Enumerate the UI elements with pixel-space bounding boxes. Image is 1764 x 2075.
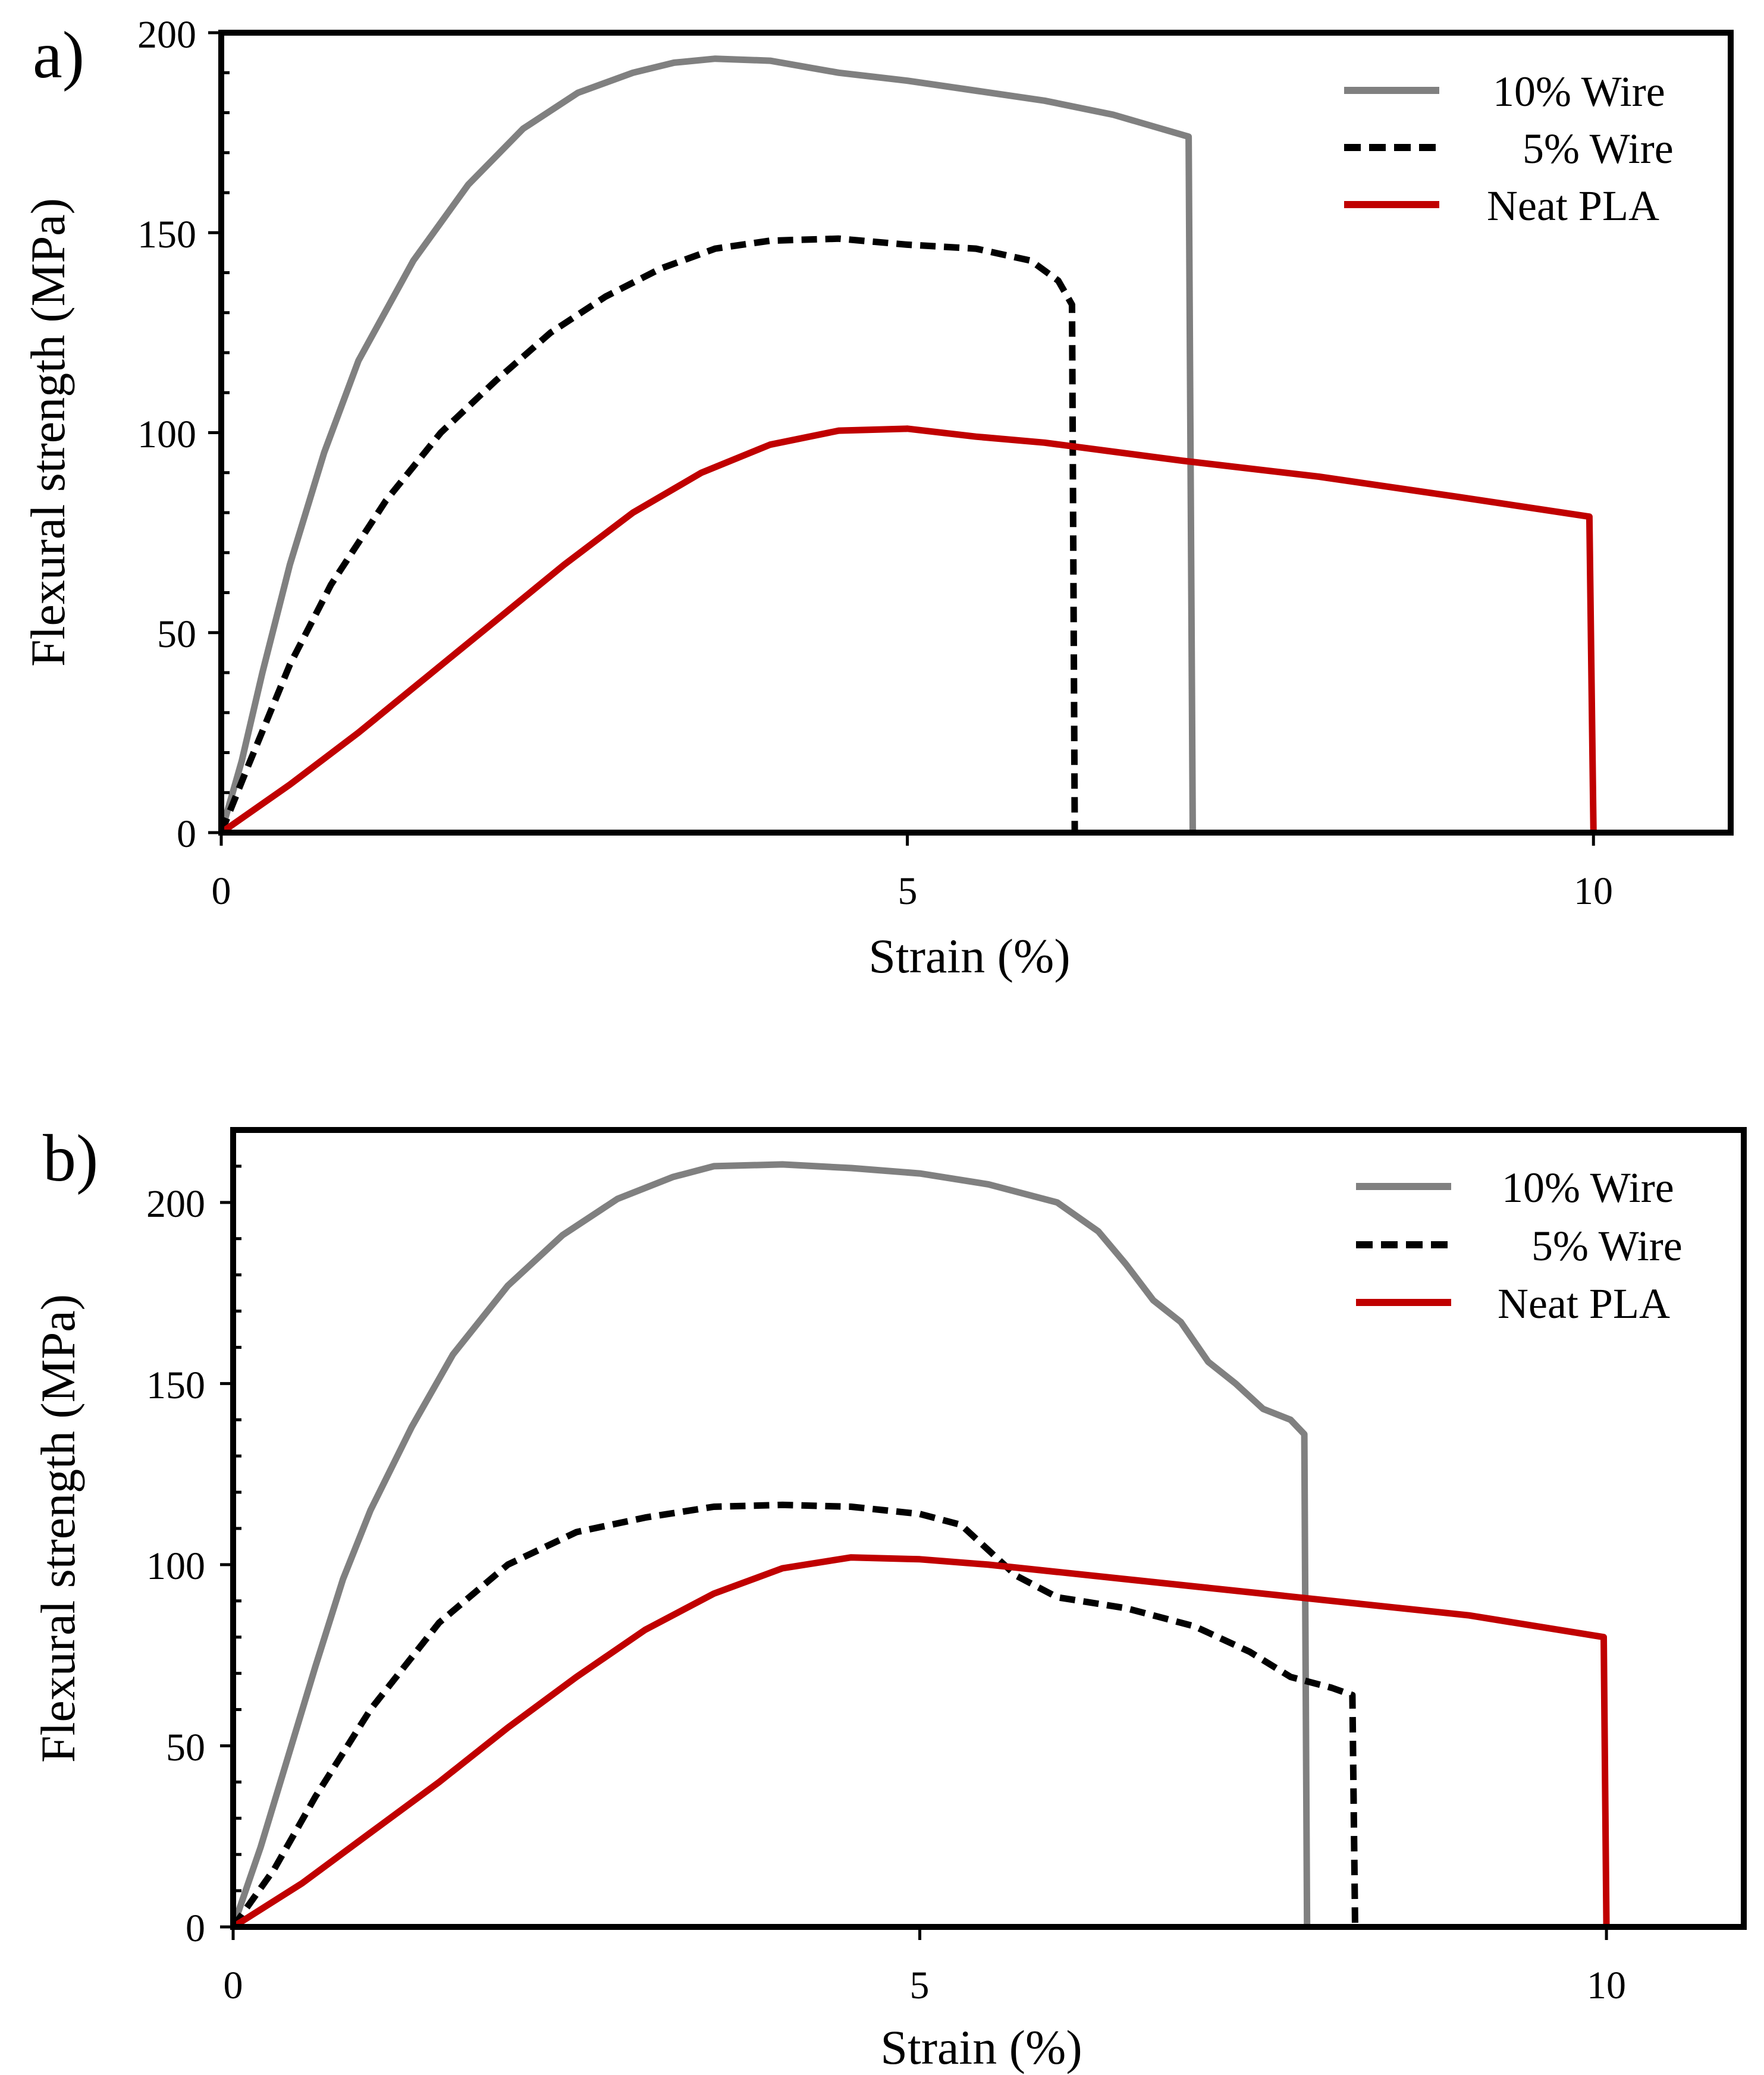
panel-b-series-neat-pla <box>231 1554 1610 1930</box>
panel-a-plot-frame <box>218 30 1734 836</box>
panel-b-x-axis-title: Strain (%) <box>880 2020 1082 2074</box>
panel-a-legend-label-neat-pla: Neat PLA <box>1487 182 1659 230</box>
panel-a-label: a) <box>33 18 84 92</box>
panel-b-series-10-wire <box>230 1161 1311 1928</box>
panel-a-y-tick-label-100: 100 <box>137 413 196 456</box>
panel-b-legend-label-neat-pla: Neat PLA <box>1498 1280 1670 1327</box>
panel-a-x-tick-label-10: 10 <box>1574 869 1613 913</box>
panel-a-y-tick-label-0: 0 <box>177 812 196 856</box>
panel-b-ticks <box>220 1128 1608 1940</box>
panel-b: b) 0 50 100 150 200 0 5 10 Strain (%) Fl… <box>31 1122 1747 2074</box>
panel-a-series-5-wire <box>218 235 1078 834</box>
panel-a: a) 0 50 100 150 200 0 5 10 Strain (%) Fl… <box>21 13 1734 983</box>
panel-b-plot <box>230 1161 1610 1930</box>
panel-a-x-tick-label-5: 5 <box>898 869 918 913</box>
panel-a-series-neat-pla <box>219 425 1597 836</box>
panel-b-label: b) <box>43 1122 98 1195</box>
panel-a-legend-label-5-wire: 5% Wire <box>1523 125 1674 172</box>
panel-a-ticks <box>208 31 1595 846</box>
panel-b-plot-frame <box>230 1127 1747 1930</box>
panel-b-y-tick-label-100: 100 <box>146 1545 205 1588</box>
panel-a-legend: 10% Wire 5% Wire Neat PLA <box>1344 68 1674 230</box>
panel-b-y-tick-label-200: 200 <box>146 1182 205 1226</box>
panel-a-x-tick-label-0: 0 <box>212 869 231 913</box>
panel-b-x-tick-label-10: 10 <box>1587 1964 1626 2007</box>
panel-b-series-5-wire <box>230 1501 1358 1929</box>
panel-a-plot <box>218 55 1597 836</box>
panel-a-series-10-wire <box>218 55 1196 834</box>
panel-b-y-tick-label-0: 0 <box>186 1907 205 1950</box>
panel-b-y-axis-title: Flexural strength (MPa) <box>31 1294 85 1763</box>
panel-b-x-tick-label-5: 5 <box>910 1964 930 2007</box>
panel-b-legend-label-5-wire: 5% Wire <box>1531 1222 1683 1270</box>
panel-a-y-axis-title: Flexural strength (MPa) <box>21 198 75 667</box>
panel-a-legend-label-10-wire: 10% Wire <box>1493 68 1665 115</box>
panel-a-y-tick-label-50: 50 <box>157 613 196 656</box>
panel-b-legend-label-10-wire: 10% Wire <box>1502 1164 1674 1211</box>
panel-a-y-tick-label-200: 200 <box>137 13 196 56</box>
panel-a-y-tick-label-150: 150 <box>137 213 196 256</box>
panel-b-legend: 10% Wire 5% Wire Neat PLA <box>1356 1164 1683 1327</box>
panel-b-y-tick-label-50: 50 <box>166 1726 205 1769</box>
panel-b-y-tick-label-150: 150 <box>146 1364 205 1407</box>
panel-b-x-tick-label-0: 0 <box>224 1964 243 2007</box>
panel-a-x-axis-title: Strain (%) <box>868 929 1070 983</box>
